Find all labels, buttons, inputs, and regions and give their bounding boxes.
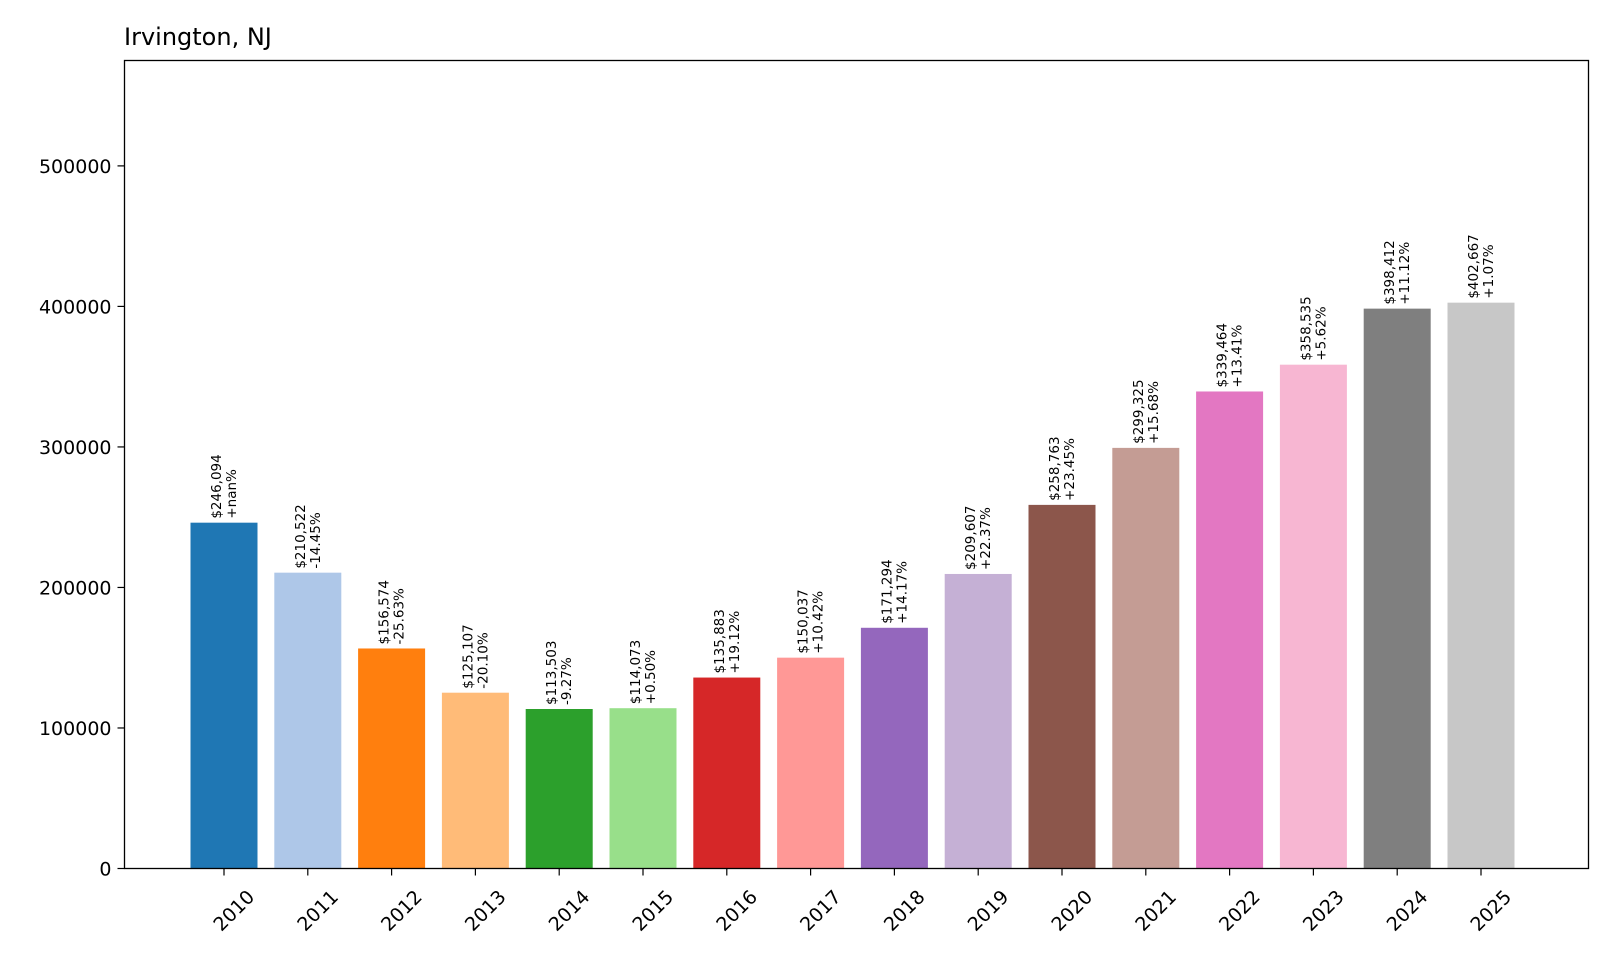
bar-label-2017: $150,037+10.42% <box>796 589 827 653</box>
bars-group <box>190 302 1515 869</box>
bar-change-label: +nan% <box>224 469 240 519</box>
bar-value-label: $125,107 <box>460 624 476 688</box>
x-tick-label: 2020 <box>1047 886 1097 936</box>
bar-label-2022: $339,464+13.41% <box>1215 323 1246 387</box>
bar-value-label: $398,412 <box>1382 240 1398 304</box>
bar-2012 <box>358 648 426 869</box>
bar-change-label: -9.27% <box>559 657 575 705</box>
y-tick-label: 400000 <box>39 296 112 318</box>
bar-label-2020: $258,763+23.45% <box>1047 436 1078 500</box>
x-tick-label: 2015 <box>628 886 678 936</box>
bar-2017 <box>777 657 845 869</box>
bar-value-label: $113,503 <box>544 641 560 705</box>
x-tick-label: 2025 <box>1466 886 1516 936</box>
x-tick-label: 2021 <box>1131 886 1181 936</box>
bar-change-label: +10.42% <box>811 591 827 654</box>
bar-value-label: $358,535 <box>1298 296 1314 360</box>
bar-2024 <box>1363 308 1431 869</box>
bar-2019 <box>944 573 1012 869</box>
bar-change-label: +11.12% <box>1397 242 1413 305</box>
x-tick-label: 2013 <box>461 886 511 936</box>
bar-value-label: $402,667 <box>1466 234 1482 298</box>
x-tick-label: 2010 <box>209 886 259 936</box>
bar-2018 <box>860 627 928 869</box>
bar-label-2012: $156,574-25.63% <box>377 580 408 644</box>
x-tick-label: 2011 <box>293 886 343 936</box>
y-tick-label: 0 <box>99 859 111 881</box>
bar-value-label: $209,607 <box>963 506 979 570</box>
y-tick-label: 300000 <box>39 437 112 459</box>
x-tick-label: 2014 <box>545 886 595 936</box>
bar-label-2025: $402,667+1.07% <box>1466 234 1497 298</box>
bar-label-2013: $125,107-20.10% <box>460 624 491 688</box>
bar-value-label: $114,073 <box>628 640 644 704</box>
x-axis: 2010 2011 2012 2013 2014 2015 2016 2017 2018 2019… <box>209 868 1516 936</box>
y-tick-label: 500000 <box>39 156 112 178</box>
bar-label-2015: $114,073+0.50% <box>628 640 659 704</box>
y-tick-label: 100000 <box>39 718 112 740</box>
x-tick-label: 2019 <box>964 886 1014 936</box>
bar-value-label: $171,294 <box>879 559 895 623</box>
bar-change-label: +14.17% <box>894 561 910 624</box>
bar-2020 <box>1028 504 1096 869</box>
bar-value-label: $299,325 <box>1131 379 1147 443</box>
bar-2022 <box>1196 391 1264 869</box>
bar-2011 <box>274 572 342 869</box>
bar-label-2023: $358,535+5.62% <box>1298 296 1329 360</box>
bar-2013 <box>441 692 509 869</box>
bar-change-label: -20.10% <box>475 632 491 689</box>
x-tick-label: 2022 <box>1215 886 1265 936</box>
bar-2023 <box>1279 364 1347 869</box>
bar-2021 <box>1112 447 1180 869</box>
x-tick-label: 2023 <box>1299 886 1349 936</box>
bar-change-label: +23.45% <box>1062 438 1078 501</box>
x-tick-label: 2012 <box>377 886 427 936</box>
bar-value-label: $210,522 <box>293 504 309 568</box>
bar-change-label: -14.45% <box>308 512 324 569</box>
bar-label-2024: $398,412+11.12% <box>1382 240 1413 304</box>
bar-change-label: -25.63% <box>392 588 408 645</box>
bar-value-label: $135,883 <box>712 609 728 673</box>
bar-change-label: +5.62% <box>1313 306 1329 360</box>
x-tick-label: 2016 <box>712 886 762 936</box>
bar-value-label: $150,037 <box>796 589 812 653</box>
bar-label-2018: $171,294+14.17% <box>879 559 910 623</box>
x-tick-label: 2017 <box>796 886 846 936</box>
bar-change-label: +0.50% <box>643 650 659 704</box>
bar-value-label: $246,094 <box>209 454 225 518</box>
bar-label-2014: $113,503-9.27% <box>544 641 575 705</box>
chart-title: Irvington, NJ <box>124 23 272 51</box>
x-tick-label: 2024 <box>1383 886 1433 936</box>
bar-label-2019: $209,607+22.37% <box>963 506 994 570</box>
bar-value-label: $339,464 <box>1215 323 1231 387</box>
bar-2015 <box>609 708 677 869</box>
x-tick-label: 2018 <box>880 886 930 936</box>
bar-change-label: +22.37% <box>978 507 994 570</box>
y-tick-label: 200000 <box>39 577 112 599</box>
bar-label-2011: $210,522-14.45% <box>293 504 324 568</box>
bar-change-label: +13.41% <box>1230 325 1246 388</box>
bar-change-label: +15.68% <box>1146 381 1162 444</box>
plot-frame <box>123 59 1590 870</box>
bar-value-label: $258,763 <box>1047 436 1063 500</box>
bar-2014 <box>525 709 593 869</box>
bar-label-2010: $246,094+nan% <box>209 454 240 518</box>
bar-2016 <box>693 677 761 869</box>
bar-labels-group: $246,094+nan% $210,522-14.45% $156,574-25.… <box>209 234 1497 705</box>
bar-2010 <box>190 522 258 869</box>
bar-2025 <box>1447 302 1515 869</box>
bar-change-label: +19.12% <box>727 611 743 674</box>
bar-change-label: +1.07% <box>1481 244 1497 298</box>
bar-value-label: $156,574 <box>377 580 393 644</box>
bar-label-2021: $299,325+15.68% <box>1131 379 1162 443</box>
bar-label-2016: $135,883+19.12% <box>712 609 743 673</box>
y-axis: 0 100000 200000 300000 400000 500000 <box>39 156 125 881</box>
